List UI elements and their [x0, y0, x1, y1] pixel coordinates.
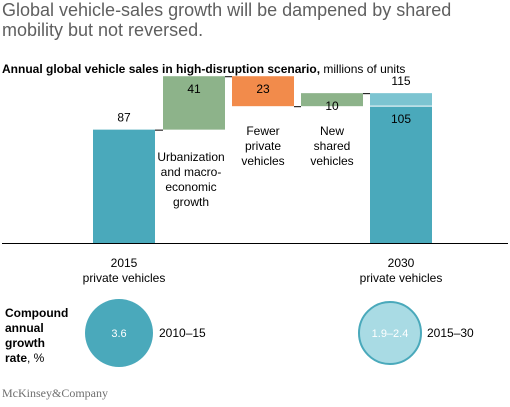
bar-new_shared: [301, 93, 363, 107]
cagr-bubble-0: [85, 299, 153, 367]
data-label-end-segment-0: 105: [391, 112, 411, 126]
category-label-urbanization: and macro-: [161, 165, 222, 179]
headline: Global vehicle-sales growth will be damp…: [2, 0, 452, 40]
category-label-start: private vehicles: [83, 271, 166, 285]
cagr-label-line: Compound: [5, 306, 69, 320]
cagr-bubble-1: [358, 301, 422, 365]
category-label-end: private vehicles: [360, 271, 443, 285]
category-label-fewer_private: Fewer: [246, 124, 279, 138]
data-label-new_shared: 10: [325, 99, 339, 113]
cagr-label-line: growth: [5, 336, 45, 350]
cagr-period-0: 2010–15: [159, 326, 206, 340]
chart-title: Annual global vehicle sales in high-disr…: [2, 62, 405, 76]
cagr-label-line: annual: [5, 321, 44, 335]
bar-end-segment-1: [370, 93, 432, 107]
category-label-new_shared: New: [320, 124, 344, 138]
cagr-value-0: 3.6: [111, 328, 126, 340]
footer-logo-text: McKinsey&Company: [2, 386, 108, 400]
category-label-fewer_private: vehicles: [241, 154, 284, 168]
cagr-label-unit: , %: [27, 351, 45, 365]
bar-urbanization: [163, 76, 225, 130]
category-label-end: 2030: [388, 256, 415, 270]
category-label-urbanization: economic: [165, 180, 216, 194]
category-label-new_shared: shared: [314, 139, 351, 153]
chart-title-main: Annual global vehicle sales in high-disr…: [2, 62, 321, 76]
cagr-period-1: 2015–30: [427, 326, 474, 340]
chart-title-unit: millions of units: [320, 62, 406, 76]
category-label-fewer_private: private: [245, 139, 281, 153]
category-label-start: 2015: [111, 256, 138, 270]
bar-start: [93, 129, 155, 243]
data-label-fewer_private: 23: [256, 82, 270, 96]
cagr-label-line: rate: [5, 351, 28, 365]
data-label-urbanization: 41: [187, 82, 201, 96]
cagr-label: Compound annual growth rate, %: [5, 306, 68, 366]
category-label-urbanization: Urbanization: [157, 150, 224, 164]
bar-fewer_private: [232, 76, 294, 107]
category-label-new_shared: vehicles: [310, 154, 353, 168]
data-label-start: 87: [117, 111, 131, 125]
data-label-end: 115: [391, 74, 410, 88]
category-label-urbanization: growth: [173, 195, 209, 209]
bar-end-segment-0: [370, 106, 432, 243]
cagr-value-1: 1.9–2.4: [372, 328, 409, 340]
